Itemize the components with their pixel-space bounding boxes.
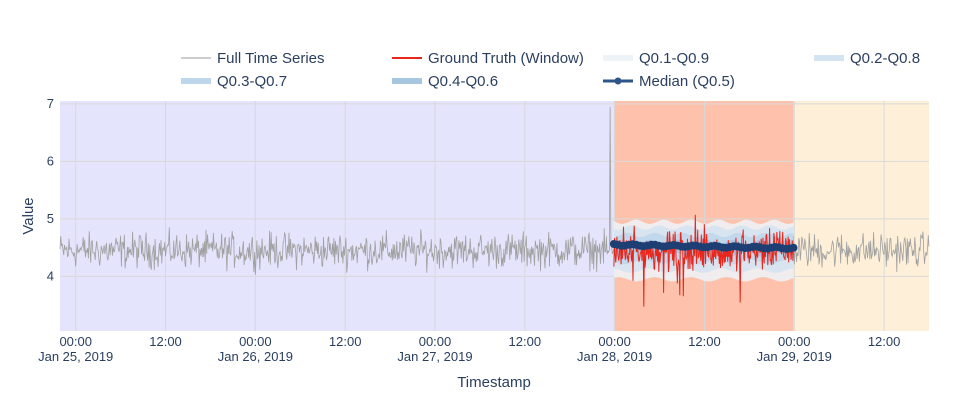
x-tick-label: 12:00: [868, 334, 901, 349]
x-tick-label: 12:00: [509, 334, 542, 349]
x-tick-label: 12:00: [149, 334, 182, 349]
legend-item: Q0.3-Q0.7: [181, 73, 287, 90]
median-point: [789, 243, 798, 252]
legend-item: Q0.4-Q0.6: [392, 73, 498, 90]
legend-item: Q0.1-Q0.9: [603, 50, 709, 67]
region-forecast-window: [613, 101, 794, 331]
x-tick-date-label: Jan 28, 2019: [577, 349, 652, 364]
legend-label: Full Time Series: [217, 50, 325, 67]
region-future: [793, 101, 929, 331]
x-tick-date-label: Jan 27, 2019: [397, 349, 472, 364]
legend-label: Median (Q0.5): [639, 73, 735, 90]
x-tick-label: 00:00: [239, 334, 272, 349]
legend-item: Full Time Series: [181, 50, 325, 67]
y-tick-label: 7: [47, 96, 54, 111]
x-tick-label: 12:00: [688, 334, 721, 349]
x-tick-label: 00:00: [598, 334, 631, 349]
legend-label: Ground Truth (Window): [428, 50, 584, 67]
x-tick-label: 00:00: [59, 334, 92, 349]
series-ground-truth: [613, 214, 794, 307]
y-tick-label: 4: [47, 268, 54, 283]
x-tick-date-label: Jan 25, 2019: [38, 349, 113, 364]
legend-label: Q0.2-Q0.8: [850, 50, 920, 67]
legend-label: Q0.4-Q0.6: [428, 73, 498, 90]
x-tick-date-label: Jan 29, 2019: [757, 349, 832, 364]
y-tick-label: 5: [47, 211, 54, 226]
y-axis-title: Value: [20, 197, 37, 234]
series-median: [609, 240, 798, 253]
legend-label: Q0.3-Q0.7: [217, 73, 287, 90]
x-tick-label: 12:00: [329, 334, 362, 349]
x-tick-label: 00:00: [419, 334, 452, 349]
legend-item: Median (Q0.5): [603, 73, 735, 90]
region-context: [60, 101, 614, 331]
legend-label: Q0.1-Q0.9: [639, 50, 709, 67]
legend: Full Time Series Ground Truth (Window) Q0.…: [181, 50, 920, 90]
x-axis-title: Timestamp: [457, 374, 531, 391]
x-tick-date-label: Jan 26, 2019: [218, 349, 293, 364]
y-tick-label: 6: [47, 153, 54, 168]
x-tick-label: 00:00: [778, 334, 811, 349]
legend-swatch-marker: [614, 77, 622, 85]
legend-item: Ground Truth (Window): [392, 50, 584, 67]
legend-item: Q0.2-Q0.8: [814, 50, 920, 67]
